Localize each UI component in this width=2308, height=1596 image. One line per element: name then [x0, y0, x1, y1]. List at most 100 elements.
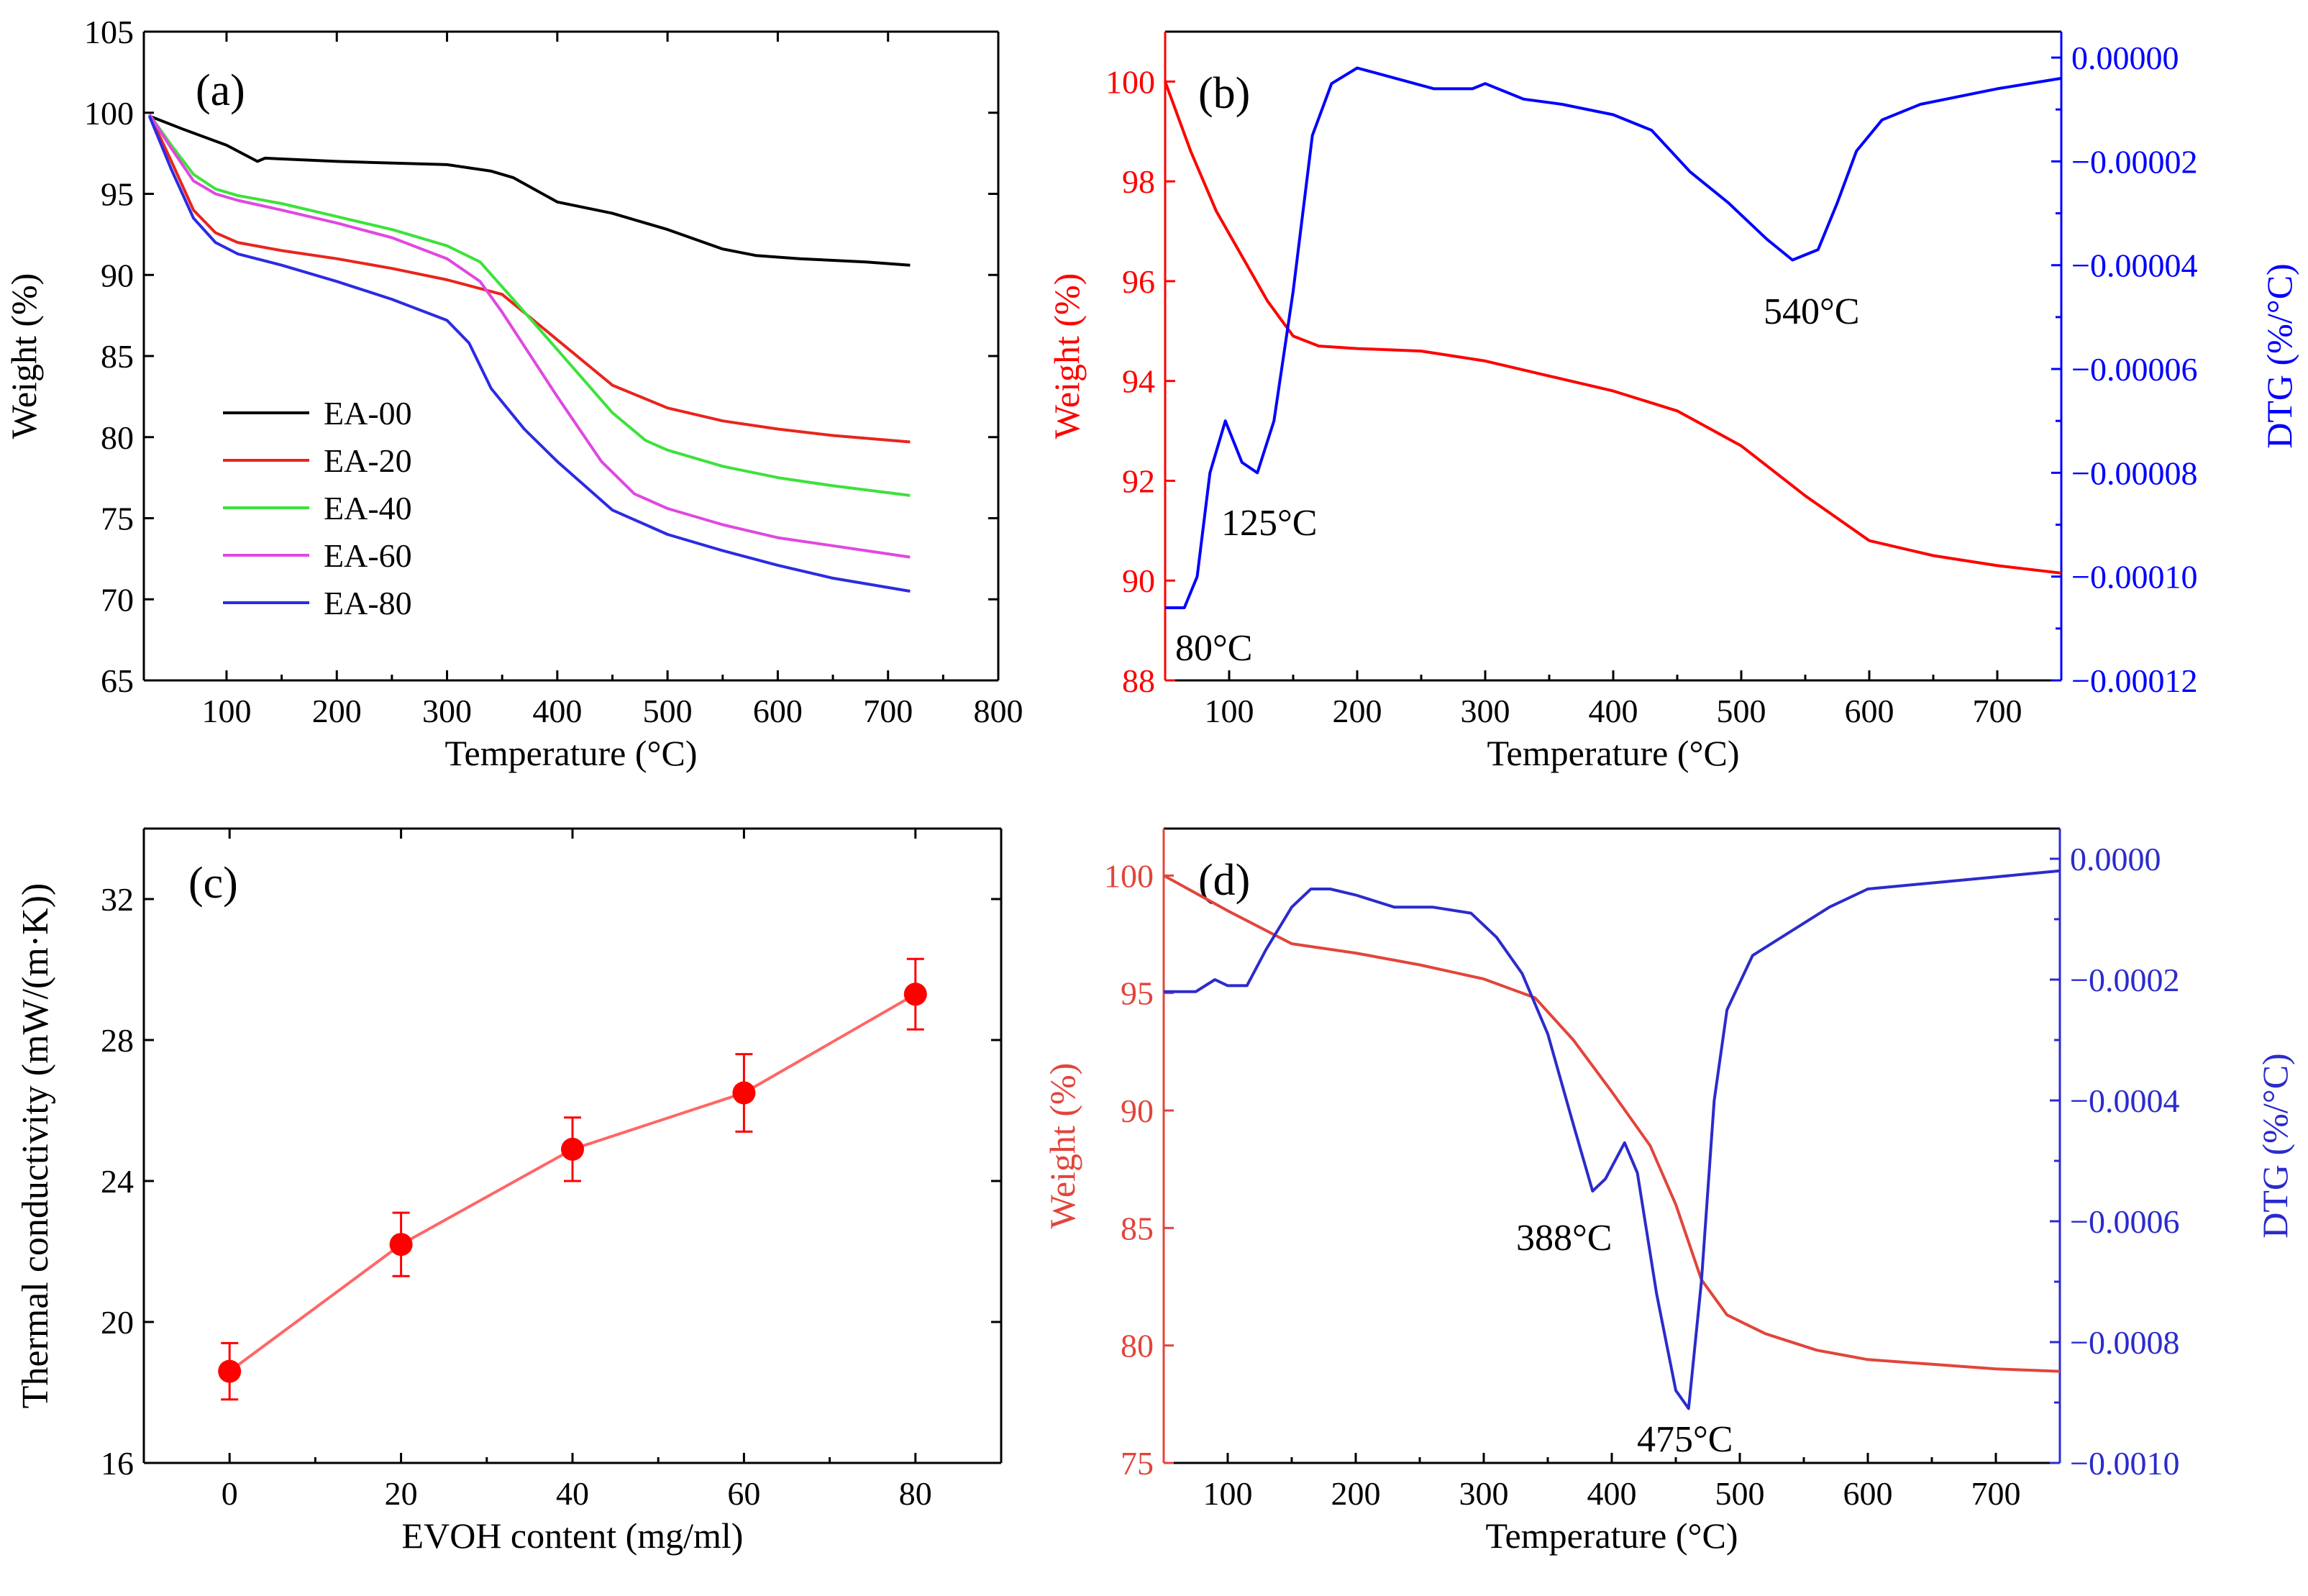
y-tick-label: 65 [101, 662, 134, 699]
y-axis-label: Weight (%) [1046, 273, 1087, 439]
x-tick-label: 200 [312, 693, 362, 729]
y2-tick-label: −0.00004 [2071, 247, 2197, 284]
x-tick-label: 800 [974, 693, 1023, 729]
y2-tick-label: −0.0006 [2070, 1203, 2179, 1240]
y2-tick-label: −0.0010 [2070, 1445, 2179, 1482]
panel-3: 100 200 300 400 500 600 700 75 80 85 90 95 100 0.0000… [1042, 827, 2295, 1556]
x-tick-label: 60 [727, 1475, 760, 1512]
y-tick-label: 100 [1105, 63, 1155, 100]
y2-axis-label: DTG (%/°C) [2255, 1053, 2295, 1238]
x-tick-label: 100 [201, 693, 251, 729]
series-line-left [1164, 81, 2062, 575]
data-point [732, 1081, 756, 1105]
panel-label: (d) [1198, 856, 1250, 905]
y2-axis-label: DTG (%/°C) [2259, 263, 2299, 448]
y-tick-label: 100 [84, 95, 134, 132]
legend-label: EA-80 [324, 585, 412, 621]
y-tick-label: 100 [1104, 857, 1154, 894]
x-tick-label: 300 [1459, 1475, 1509, 1512]
x-tick-label: 500 [1717, 693, 1766, 729]
annotation-label: 540°C [1764, 291, 1859, 332]
y-tick-label: 75 [101, 501, 134, 537]
x-tick-label: 200 [1333, 693, 1382, 729]
x-tick-label: 20 [385, 1475, 418, 1512]
series-line-right [1165, 66, 2062, 609]
y-tick-label: 32 [101, 881, 134, 918]
x-tick-label: 600 [1843, 1475, 1893, 1512]
data-point [903, 982, 927, 1006]
y-tick-label: 85 [1121, 1210, 1154, 1246]
series-line-right [1164, 869, 2061, 1410]
y-tick-label: 90 [101, 257, 134, 293]
y-axis-label: Weight (%) [1042, 1063, 1082, 1229]
y2-tick-label: −0.00010 [2071, 559, 2197, 596]
y2-tick-label: −0.00012 [2071, 662, 2197, 699]
y-tick-label: 24 [101, 1163, 134, 1200]
y-tick-label: 95 [101, 176, 134, 213]
x-tick-label: 0 [222, 1475, 238, 1512]
legend-label: EA-40 [324, 490, 412, 526]
y2-tick-label: −0.0008 [2070, 1324, 2179, 1361]
x-tick-label: 40 [556, 1475, 589, 1512]
x-axis-label: Temperature (°C) [1485, 1515, 1738, 1556]
y-tick-label: 70 [101, 581, 134, 618]
annotation-label: 125°C [1221, 503, 1317, 544]
x-tick-label: 600 [753, 693, 803, 729]
y-tick-label: 88 [1122, 662, 1155, 699]
panel-label: (b) [1198, 69, 1250, 118]
series-line-ea-00 [148, 114, 911, 267]
y-tick-label: 92 [1122, 462, 1155, 499]
y-tick-label: 105 [84, 14, 134, 50]
y-axis-label: Weight (%) [4, 273, 44, 439]
series-line-ea-40 [148, 113, 911, 497]
y-tick-label: 75 [1121, 1445, 1154, 1482]
data-point [389, 1233, 413, 1257]
x-tick-label: 400 [532, 693, 582, 729]
y-tick-label: 96 [1122, 263, 1155, 300]
x-tick-label: 400 [1589, 693, 1638, 729]
panel-label: (a) [196, 66, 245, 115]
x-tick-label: 400 [1587, 1475, 1637, 1512]
y2-tick-label: −0.0004 [2070, 1082, 2179, 1119]
series-line-ea-60 [148, 113, 911, 559]
y2-tick-label: −0.0002 [2070, 962, 2179, 998]
y2-tick-label: −0.00006 [2071, 351, 2197, 388]
y-tick-label: 90 [1122, 562, 1155, 599]
series-line-main [229, 993, 916, 1373]
annotation-label: 388°C [1516, 1218, 1612, 1259]
annotation-label: 475°C [1637, 1419, 1733, 1460]
panel-2: 0 20 40 60 80 16 20 24 28 32 EVOH content (mg/ml) T… [15, 827, 1003, 1556]
y-axis-label: Thermal conductivity (mW/(m·K)) [15, 883, 56, 1409]
panel-1: 100 200 300 400 500 600 700 88 90 92 94 96 98 100 0.00… [1046, 30, 2299, 773]
y-tick-label: 90 [1121, 1093, 1154, 1129]
x-tick-label: 300 [1461, 693, 1510, 729]
data-point [561, 1137, 584, 1161]
y-tick-label: 16 [101, 1445, 134, 1482]
x-tick-label: 200 [1331, 1475, 1381, 1512]
y-tick-label: 95 [1121, 975, 1154, 1012]
x-tick-label: 500 [1715, 1475, 1765, 1512]
y2-tick-label: 0.0000 [2070, 841, 2161, 877]
x-axis-label: EVOH content (mg/ml) [402, 1515, 744, 1556]
y-tick-label: 98 [1122, 163, 1155, 200]
y-tick-label: 94 [1122, 363, 1155, 400]
x-tick-label: 80 [899, 1475, 932, 1512]
y-tick-label: 80 [1121, 1328, 1154, 1364]
x-tick-label: 100 [1203, 1475, 1253, 1512]
x-tick-label: 100 [1205, 693, 1254, 729]
y2-tick-label: 0.00000 [2071, 40, 2179, 76]
x-tick-label: 600 [1845, 693, 1894, 729]
legend-label: EA-60 [324, 537, 412, 574]
y2-tick-label: −0.00008 [2071, 455, 2197, 491]
y-tick-label: 85 [101, 338, 134, 375]
panel-label: (c) [188, 859, 238, 908]
series-line-ea-20 [147, 114, 911, 444]
series-line-ea-80 [147, 115, 911, 593]
y2-tick-label: −0.00002 [2071, 143, 2197, 180]
y-tick-label: 28 [101, 1022, 134, 1059]
x-tick-label: 300 [422, 693, 472, 729]
x-tick-label: 700 [863, 693, 913, 729]
x-tick-label: 700 [1971, 1475, 2021, 1512]
x-axis-label: Temperature (°C) [444, 733, 697, 773]
